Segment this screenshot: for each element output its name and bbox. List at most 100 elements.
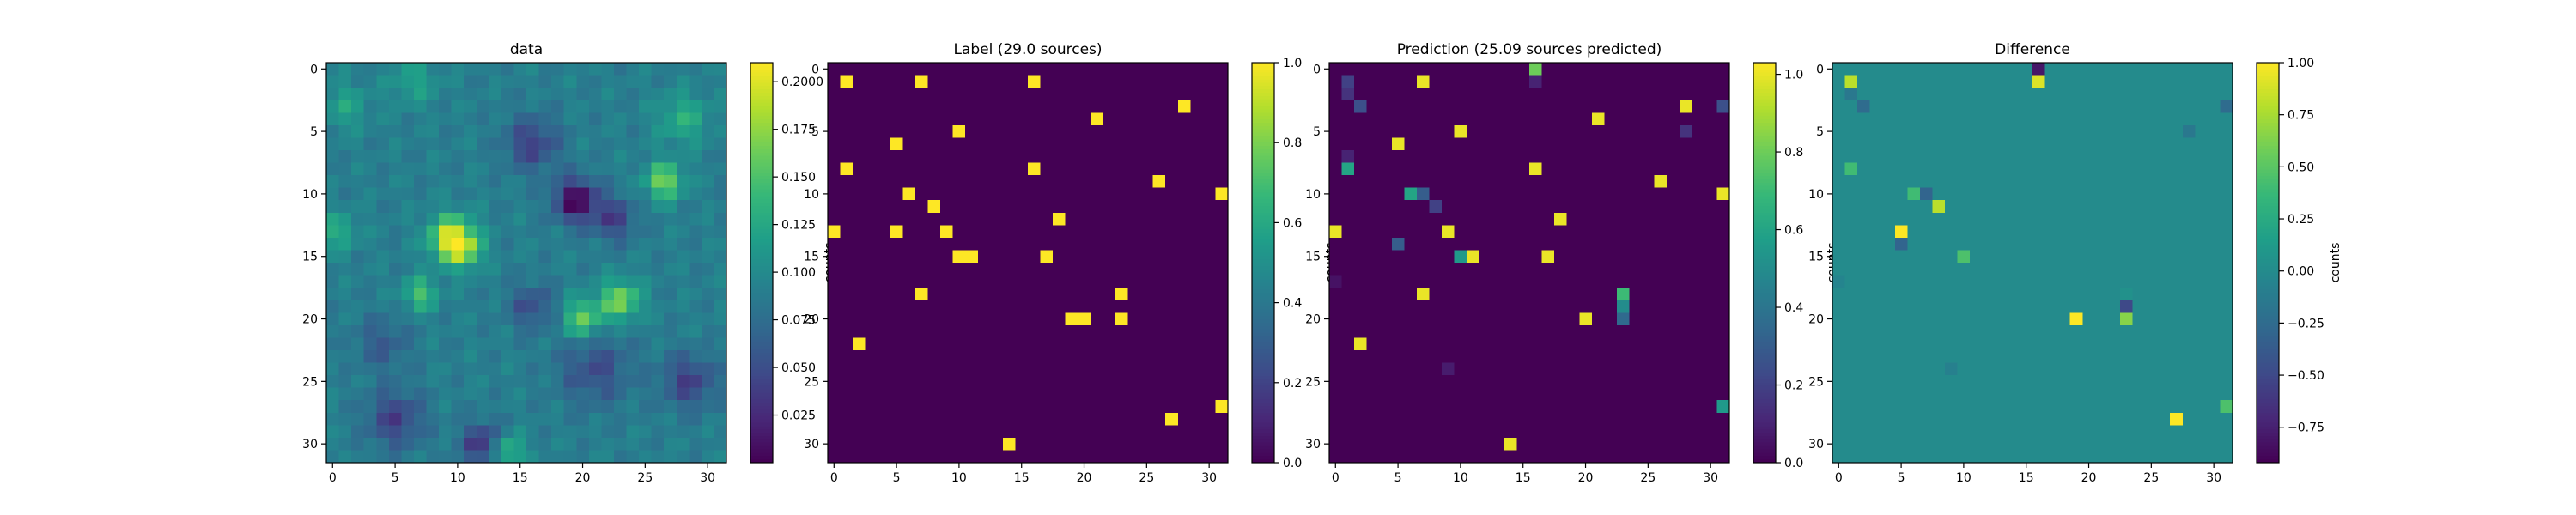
heatmap-cell [1028, 375, 1042, 389]
heatmap-cell [1566, 450, 1580, 464]
heatmap-cell [363, 88, 377, 101]
heatmap-cell [1065, 437, 1078, 451]
heatmap-cell [977, 324, 991, 338]
heatmap-cell [1704, 250, 1718, 264]
colorbar-segment [1753, 286, 1776, 290]
axes-frame [827, 62, 1229, 464]
colorbar-segment [750, 173, 773, 177]
heatmap-cell [1957, 88, 1971, 101]
colorbar-segment [1252, 86, 1274, 90]
heatmap-cell [1479, 375, 1492, 389]
heatmap-cell [1907, 237, 1921, 251]
heatmap-cell [576, 324, 590, 338]
heatmap-cell [2119, 263, 2134, 276]
heatmap-cell [952, 387, 966, 401]
heatmap-cell [890, 75, 903, 88]
heatmap-cell [626, 137, 640, 151]
heatmap-cell [351, 112, 365, 126]
colorbar-tick-label: 0.125 [781, 219, 816, 233]
heatmap-cell [576, 275, 590, 288]
heatmap-cell [501, 349, 515, 364]
colorbar-segment [750, 439, 773, 444]
heatmap-cell [1516, 100, 1530, 113]
heatmap-cell [1065, 312, 1078, 326]
colorbar-segment [2257, 392, 2279, 397]
heatmap-cell [1869, 225, 1883, 239]
heatmap-cell [1190, 450, 1204, 464]
heatmap-cell [1103, 200, 1116, 214]
heatmap-cell [1429, 324, 1443, 338]
heatmap-cell [853, 149, 866, 164]
heatmap-cell [338, 63, 352, 76]
heatmap-cell [1541, 387, 1555, 401]
heatmap-cell [1103, 75, 1116, 88]
heatmap-cell [2220, 400, 2233, 414]
heatmap-cell [1516, 75, 1530, 88]
heatmap-cell [1579, 324, 1593, 338]
heatmap-cell [2132, 175, 2146, 189]
heatmap-cell [1040, 149, 1054, 164]
heatmap-cell [2069, 412, 2083, 426]
heatmap-cell [1604, 412, 1618, 426]
heatmap-cell [1202, 112, 1217, 126]
heatmap-cell [1329, 137, 1343, 151]
heatmap-cell [853, 212, 866, 226]
heatmap-cell [1391, 275, 1405, 288]
heatmap-cell [1115, 137, 1129, 151]
heatmap-cell [940, 337, 954, 351]
heatmap-cell [1165, 349, 1179, 364]
heatmap-cell [1053, 375, 1066, 389]
colorbar-segment [750, 69, 773, 74]
colorbar-segment [2257, 226, 2279, 230]
heatmap-cell [952, 349, 966, 364]
heatmap-cell [2044, 412, 2058, 426]
heatmap-cell [376, 450, 390, 464]
heatmap-cell [651, 162, 665, 176]
heatmap-cell [1442, 263, 1455, 276]
heatmap-cell [489, 63, 502, 76]
heatmap-cell [1504, 375, 1518, 389]
heatmap-cell [1492, 337, 1505, 351]
heatmap-cell [326, 237, 340, 251]
heatmap-cell [2220, 362, 2233, 376]
heatmap-cell [476, 400, 489, 414]
heatmap-cell [2007, 437, 2021, 451]
heatmap-cell [1554, 200, 1568, 214]
heatmap-cell [1857, 225, 1871, 239]
heatmap-cell [2145, 312, 2159, 326]
heatmap-cell [2057, 63, 2071, 76]
heatmap-cell [1982, 137, 1996, 151]
heatmap-cell [526, 200, 540, 214]
heatmap-cell [1190, 263, 1204, 276]
colorbar-segment [750, 299, 773, 304]
heatmap-cell [1945, 175, 1959, 189]
heatmap-cell [588, 75, 602, 88]
heatmap-cell [2069, 212, 2083, 226]
heatmap-cell [1907, 387, 1921, 401]
colorbar-segment [750, 196, 773, 200]
colorbar-segment [1753, 146, 1776, 150]
heatmap-cell [1202, 450, 1217, 464]
heatmap-cell [1391, 200, 1405, 214]
heatmap-cell [1616, 375, 1631, 389]
heatmap-cell [940, 400, 954, 414]
heatmap-cell [2220, 175, 2233, 189]
heatmap-cell [1354, 450, 1368, 464]
heatmap-cell [2145, 250, 2159, 264]
heatmap-cell [940, 275, 954, 288]
heatmap-cell [326, 450, 340, 464]
heatmap-cell [1065, 300, 1078, 313]
heatmap-cell [476, 312, 489, 326]
heatmap-cell [2207, 250, 2221, 264]
heatmap-cell [1065, 75, 1078, 88]
heatmap-cell [990, 162, 1004, 176]
heatmap-cell [1667, 149, 1680, 164]
heatmap-cell [1604, 425, 1618, 439]
heatmap-cell [2020, 300, 2033, 313]
heatmap-cell [1202, 412, 1217, 426]
heatmap-cell [1416, 387, 1431, 401]
heatmap-cell [714, 175, 727, 189]
colorbar-segment [1252, 148, 1274, 154]
heatmap-cell [2057, 412, 2071, 426]
heatmap-cell [1140, 149, 1154, 164]
